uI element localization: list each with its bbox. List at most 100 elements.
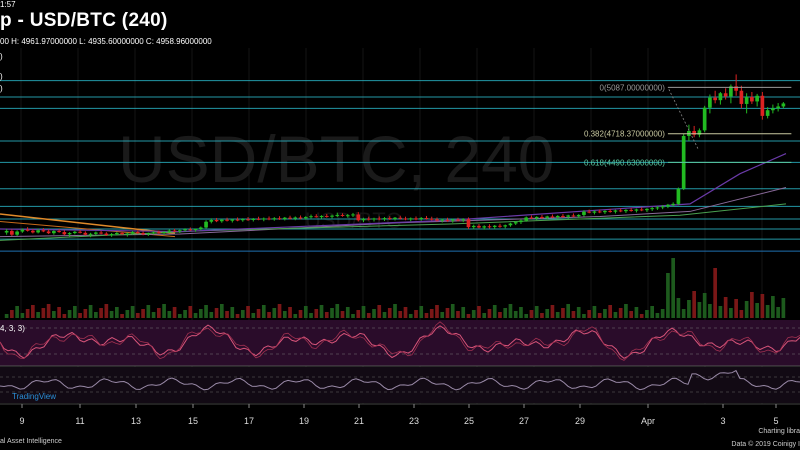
volume-bar (771, 296, 775, 318)
volume-bar (450, 304, 455, 318)
candle-body (482, 226, 487, 228)
legend-row[interactable]: ) (0, 84, 3, 93)
volume-bar (492, 305, 497, 318)
legend-row[interactable]: ) (0, 72, 3, 81)
candle-body (377, 218, 382, 220)
candle-body (645, 208, 649, 211)
stoch-d-line (0, 321, 800, 361)
candle-body (372, 218, 376, 220)
candle-body (618, 210, 623, 212)
candle-body (461, 219, 466, 221)
candle-body (172, 230, 177, 232)
candle-body (83, 232, 88, 235)
candle-body (340, 214, 345, 216)
volume-bar (529, 310, 534, 318)
volume-bar (513, 311, 518, 318)
volume-bar (88, 305, 93, 318)
volume-bar (282, 311, 287, 318)
x-tick-label: Apr (641, 416, 655, 426)
volume-bar (534, 306, 539, 318)
candle-body (508, 223, 513, 226)
trend-line (0, 213, 176, 235)
candle-body (314, 216, 319, 218)
footer-right-bottom: Data © 2019 Coinigy I (731, 441, 800, 448)
candle-body (351, 214, 355, 216)
volume-bar (83, 309, 88, 318)
volume-bar (387, 308, 392, 318)
candle-body (555, 215, 560, 218)
candle-body (230, 219, 235, 221)
volume-bar (115, 307, 119, 318)
rsi-line (0, 369, 800, 391)
trend-lines (0, 153, 787, 241)
volume-bar (702, 293, 707, 318)
candle-body (487, 226, 492, 228)
x-tick-label: 9 (19, 416, 24, 426)
volume-bar (414, 310, 418, 318)
volume-bar (130, 306, 135, 318)
volume-bar (503, 308, 508, 318)
candle-body (650, 208, 655, 210)
volume-bar (561, 308, 565, 318)
candle-body (62, 232, 67, 235)
candle-body (561, 215, 565, 217)
candle-body (94, 232, 98, 234)
candle-body (755, 95, 759, 102)
volume-bar (571, 311, 576, 318)
footer-left: al Asset Intelligence (0, 438, 62, 445)
volume-bar (225, 311, 229, 318)
volume-bar (776, 307, 780, 318)
volume-bar (408, 314, 413, 318)
candle-body (435, 219, 439, 221)
volume-bar (361, 306, 366, 318)
volume-bar (613, 312, 618, 318)
candle-body (429, 218, 434, 220)
volume-bar (713, 268, 717, 318)
candle-body (335, 214, 340, 216)
candle-body (540, 216, 544, 218)
volume-bar (319, 305, 324, 318)
volume-bar (781, 298, 786, 318)
candle-body (739, 90, 744, 104)
candle-body (592, 211, 597, 213)
candle-body (204, 221, 208, 228)
tradingview-label[interactable]: TradingView (12, 392, 57, 401)
volume-bar (251, 313, 256, 318)
stoch-panel (0, 320, 800, 367)
volume-bar (729, 308, 733, 318)
candle-body (267, 218, 271, 220)
x-tick-label: 5 (773, 416, 778, 426)
volume-bar (440, 312, 445, 318)
candle-body (456, 219, 460, 221)
volume-bar (172, 307, 177, 318)
candle-body (603, 210, 607, 213)
candle-body (135, 232, 140, 234)
volume-bar (676, 298, 681, 318)
candle-body (513, 222, 518, 224)
volume-bar (277, 304, 282, 318)
volume-bar (324, 312, 329, 318)
candle-body (393, 217, 397, 219)
volume-bar (293, 314, 298, 318)
volume-bar (230, 307, 235, 318)
candle-body (156, 232, 161, 234)
watermark-main: USD/BTC, 240 (118, 122, 554, 196)
candle-body (361, 218, 366, 221)
candle-body (209, 219, 214, 222)
volume-bar (603, 309, 607, 318)
volume-bar (429, 309, 434, 318)
volume-bar (99, 308, 103, 318)
candle-body (398, 217, 403, 219)
volume-bars (0, 250, 800, 318)
candle-body (723, 93, 728, 97)
volume-bar (314, 309, 319, 318)
volume-bar (398, 311, 403, 318)
candle-body (298, 217, 303, 219)
candle-body (440, 219, 445, 221)
candle-body (225, 219, 229, 221)
candle-body (130, 232, 135, 234)
candle-body (288, 217, 292, 219)
candle-body (162, 231, 166, 233)
legend-row[interactable]: ) (0, 52, 3, 61)
